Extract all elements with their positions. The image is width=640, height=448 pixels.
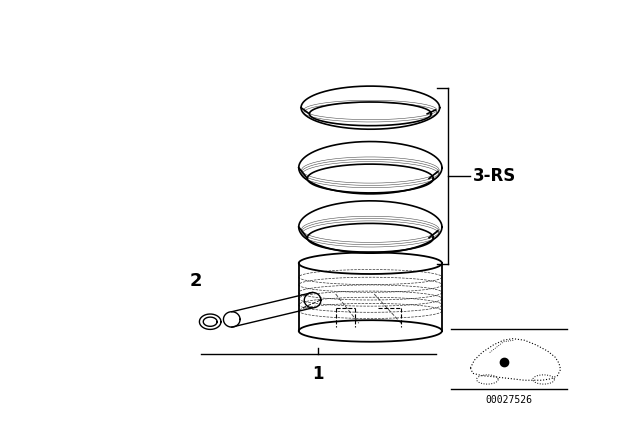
Text: 1: 1 <box>312 365 324 383</box>
Text: 00027526: 00027526 <box>486 395 532 405</box>
Text: 3-RS: 3-RS <box>473 167 516 185</box>
Text: 2: 2 <box>189 272 202 290</box>
